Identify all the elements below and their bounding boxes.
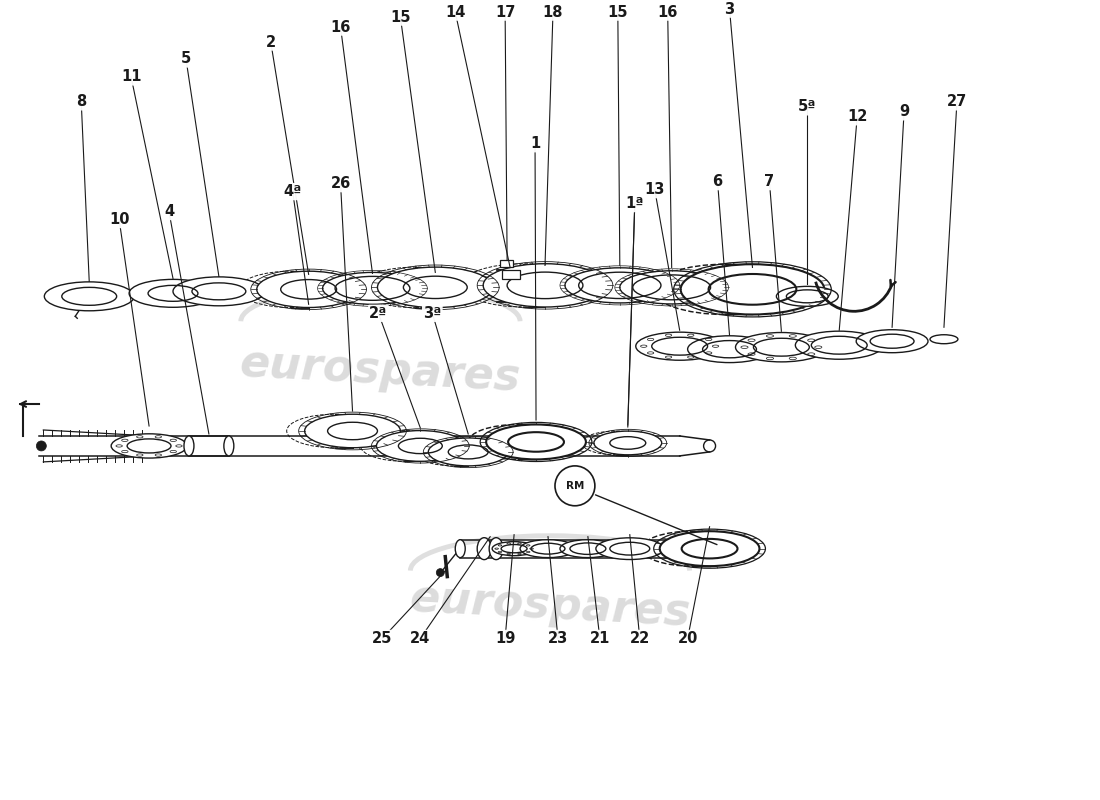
Ellipse shape [455, 540, 465, 558]
Ellipse shape [129, 279, 217, 307]
Text: 17: 17 [495, 5, 515, 19]
Circle shape [437, 569, 444, 577]
Ellipse shape [619, 270, 724, 304]
Text: 13: 13 [645, 182, 664, 197]
Ellipse shape [376, 430, 464, 462]
Circle shape [556, 466, 595, 506]
Text: 3ª: 3ª [424, 306, 441, 321]
Ellipse shape [777, 286, 838, 306]
Ellipse shape [681, 264, 824, 314]
Text: 4: 4 [164, 204, 174, 219]
Text: 2: 2 [266, 34, 276, 50]
Text: 21: 21 [590, 631, 610, 646]
Ellipse shape [736, 333, 827, 362]
Text: 14: 14 [446, 5, 465, 19]
Circle shape [36, 441, 46, 451]
Text: 4ª: 4ª [284, 184, 301, 199]
Text: eurospares: eurospares [239, 342, 522, 400]
Ellipse shape [256, 271, 361, 307]
Ellipse shape [565, 268, 674, 303]
Ellipse shape [596, 538, 663, 559]
Text: 27: 27 [947, 94, 967, 110]
Ellipse shape [560, 540, 616, 558]
Ellipse shape [490, 538, 503, 560]
Text: 16: 16 [658, 5, 678, 19]
Text: 25: 25 [372, 631, 393, 646]
Ellipse shape [492, 542, 536, 556]
Ellipse shape [930, 334, 958, 344]
Ellipse shape [173, 277, 265, 306]
Ellipse shape [44, 282, 134, 310]
Text: 11: 11 [121, 70, 142, 85]
Ellipse shape [660, 531, 759, 566]
FancyBboxPatch shape [500, 261, 513, 267]
Text: 22: 22 [629, 631, 650, 646]
Ellipse shape [322, 272, 422, 304]
Text: 15: 15 [607, 5, 628, 19]
Ellipse shape [856, 330, 928, 353]
Ellipse shape [184, 436, 194, 456]
Text: 18: 18 [542, 5, 563, 19]
Ellipse shape [477, 538, 492, 560]
Text: 2ª: 2ª [370, 306, 387, 321]
Ellipse shape [688, 336, 771, 362]
Ellipse shape [377, 267, 493, 308]
Text: 9: 9 [899, 104, 909, 119]
Text: 3: 3 [725, 2, 735, 17]
Ellipse shape [636, 332, 724, 360]
FancyBboxPatch shape [502, 270, 520, 279]
Text: 16: 16 [330, 19, 351, 34]
Text: RM: RM [565, 481, 584, 491]
Text: 15: 15 [390, 10, 410, 25]
Text: 1: 1 [530, 136, 540, 151]
Ellipse shape [795, 331, 883, 359]
Text: 26: 26 [330, 176, 351, 191]
Ellipse shape [305, 414, 400, 448]
Ellipse shape [594, 431, 662, 455]
Ellipse shape [725, 540, 735, 558]
Text: eurospares: eurospares [408, 577, 692, 634]
Ellipse shape [111, 434, 187, 458]
Text: 8: 8 [76, 94, 87, 110]
Ellipse shape [520, 540, 576, 558]
Text: 5ª: 5ª [799, 99, 816, 114]
Ellipse shape [428, 438, 508, 466]
Ellipse shape [483, 264, 607, 307]
Text: 10: 10 [109, 212, 130, 227]
Text: 23: 23 [548, 631, 568, 646]
Text: 12: 12 [847, 110, 868, 124]
Ellipse shape [486, 425, 586, 459]
Text: 19: 19 [495, 631, 515, 646]
Text: 24: 24 [410, 631, 430, 646]
Text: 5: 5 [180, 51, 191, 66]
Text: 6: 6 [713, 174, 723, 189]
Text: 20: 20 [678, 631, 697, 646]
Ellipse shape [224, 436, 234, 456]
Text: 1ª: 1ª [626, 196, 644, 211]
Text: 7: 7 [764, 174, 774, 189]
